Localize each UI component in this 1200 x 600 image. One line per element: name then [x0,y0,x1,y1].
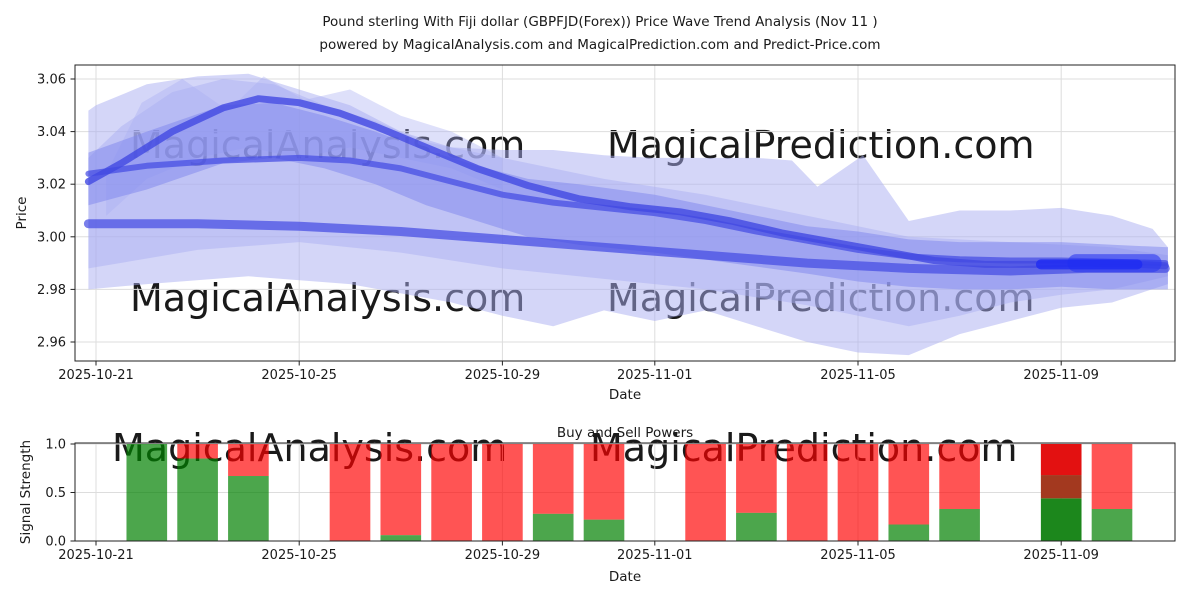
signal-bars [126,444,1133,541]
power-x-tick-label: 2025-10-29 [465,548,541,563]
signal-bar-2025-11-09 [1040,444,1082,541]
sell-segment [939,444,980,509]
power-y-tick-label: 0.0 [45,535,66,550]
buy-segment [532,513,574,541]
power-x-tick-label: 2025-10-21 [58,548,134,563]
sell-segment [888,444,930,525]
sell-segment [329,444,371,541]
sell-segment [736,444,777,513]
price-x-tick-label: 2025-11-09 [1023,368,1099,383]
price-y-tick-label: 3.00 [37,230,66,245]
buy-segment [177,458,218,541]
price-x-tick-label: 2025-11-01 [617,368,693,383]
signal-bar-2025-11-03 [736,444,777,541]
price-y-tick-label: 2.96 [37,336,66,351]
figure-title-line1: Pound sterling With Fiji dollar (GBPFJD(… [322,14,877,30]
tick-layer: 2025-10-21 2025-10-25 2025-10-29 2025-11-01… [37,73,1099,564]
power-y-tick-label: 1.0 [45,438,66,453]
price-x-tick-label: 2025-10-21 [58,368,134,383]
sell-segment [583,444,625,520]
band-core-channel [88,102,1168,290]
signal-bar-2025-11-02 [685,444,726,541]
figure-title-line2: powered by MagicalAnalysis.com and Magic… [319,37,880,53]
sell-segment [177,444,218,459]
buy-segment [228,476,269,541]
signal-bar-2025-11-04 [786,444,828,541]
bar-segment [1040,475,1082,499]
power-x-tick-label: 2025-11-01 [617,548,693,563]
signal-bar-2025-10-28 [431,444,472,541]
buy-segment [736,512,777,541]
signal-bar-2025-11-07 [939,444,980,541]
buy-segment [939,508,980,541]
signal-bar-2025-10-31 [583,444,625,541]
buy-segment [888,524,930,541]
sell-segment [532,444,574,514]
price-x-tick-label: 2025-10-29 [465,368,541,383]
power-x-tick-label: 2025-11-05 [820,548,896,563]
power-x-tick-label: 2025-11-09 [1023,548,1099,563]
sell-segment [786,444,828,541]
buy-segment [1091,508,1133,541]
power-y-axis-label: Signal Strength [18,440,34,544]
price-y-tick-label: 3.02 [37,178,66,193]
price-y-tick-label: 3.04 [37,125,66,140]
signal-bar-2025-10-26 [329,444,371,541]
sell-segment [482,444,523,541]
power-x-tick-label: 2025-10-25 [261,548,337,563]
power-y-tick-label: 0.5 [45,486,66,501]
signal-bar-2025-10-23 [177,444,218,541]
signal-bar-2025-10-27 [380,444,422,541]
price-y-axis-label: Price [14,197,30,230]
signal-bar-2025-10-30 [532,444,574,541]
bar-segment [1040,498,1082,541]
line-trend-upper [85,154,1169,267]
sell-segment [685,444,726,541]
price-wave-bands [83,73,1170,356]
sell-segment [380,444,422,536]
line-trend-lower [83,219,1170,276]
line-trend-main [84,95,1169,270]
sell-segment [1091,444,1133,509]
price-x-tick-label: 2025-11-05 [820,368,896,383]
bar-segment [1040,444,1082,476]
price-plot-border [74,64,1176,362]
signal-bar-2025-11-10 [1091,444,1133,541]
price-y-tick-label: 3.06 [37,73,66,88]
buy-segment [380,535,422,541]
price-x-tick-label: 2025-10-25 [261,368,337,383]
buy-segment [126,444,168,541]
buy-segment [583,519,625,541]
signal-bar-2025-11-06 [888,444,930,541]
sell-segment [431,444,472,541]
power-x-axis-label: Date [609,569,641,585]
sell-segment [837,444,879,541]
sell-segment [228,444,269,477]
signal-bar-2025-10-29 [482,444,523,541]
price-y-tick-label: 2.98 [37,283,66,298]
power-chart-title: Buy and Sell Powers [557,425,693,441]
signal-bar-2025-10-22 [126,444,168,541]
signal-bar-2025-11-05 [837,444,879,541]
price-x-axis-label: Date [609,387,641,403]
signal-bar-2025-10-24 [228,444,269,541]
